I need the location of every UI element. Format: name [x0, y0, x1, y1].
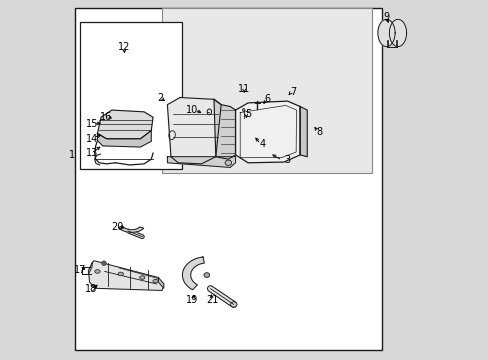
- Text: 19: 19: [186, 295, 198, 305]
- Ellipse shape: [153, 279, 158, 283]
- Text: 7: 7: [289, 87, 295, 97]
- Text: 5: 5: [244, 109, 251, 119]
- Polygon shape: [158, 278, 163, 288]
- Bar: [75, 8, 381, 350]
- Text: 3: 3: [284, 155, 290, 165]
- Text: 17: 17: [74, 265, 87, 275]
- Ellipse shape: [230, 302, 237, 307]
- Polygon shape: [118, 226, 143, 232]
- Text: 6: 6: [264, 94, 270, 104]
- Polygon shape: [182, 257, 204, 290]
- Ellipse shape: [242, 108, 244, 112]
- Polygon shape: [214, 99, 235, 159]
- Bar: [80, 22, 182, 169]
- Text: 1: 1: [68, 150, 75, 160]
- Polygon shape: [235, 101, 300, 163]
- Ellipse shape: [102, 261, 106, 265]
- Polygon shape: [167, 157, 235, 167]
- Polygon shape: [97, 110, 153, 139]
- Text: 4: 4: [259, 139, 265, 149]
- Text: 10: 10: [186, 105, 198, 115]
- Ellipse shape: [118, 272, 123, 276]
- Polygon shape: [167, 98, 221, 164]
- Text: 11: 11: [238, 84, 250, 94]
- Text: 9: 9: [382, 12, 388, 22]
- Text: 14: 14: [86, 134, 98, 144]
- Text: 2: 2: [157, 93, 163, 103]
- Text: 16: 16: [100, 112, 112, 122]
- Text: 18: 18: [85, 284, 97, 294]
- Polygon shape: [97, 131, 151, 147]
- Ellipse shape: [224, 160, 231, 166]
- Ellipse shape: [139, 276, 144, 279]
- Text: 8: 8: [316, 127, 322, 136]
- Ellipse shape: [95, 270, 100, 273]
- Text: 15: 15: [86, 120, 98, 129]
- Polygon shape: [377, 19, 394, 46]
- Polygon shape: [388, 19, 406, 46]
- Polygon shape: [88, 263, 92, 274]
- Ellipse shape: [203, 273, 209, 277]
- Text: 21: 21: [205, 295, 218, 305]
- Polygon shape: [300, 107, 306, 157]
- Text: 13: 13: [86, 148, 98, 158]
- Text: 20: 20: [111, 222, 123, 231]
- Text: 12: 12: [118, 42, 130, 52]
- Bar: [162, 8, 371, 173]
- Ellipse shape: [102, 262, 105, 264]
- Polygon shape: [88, 261, 163, 291]
